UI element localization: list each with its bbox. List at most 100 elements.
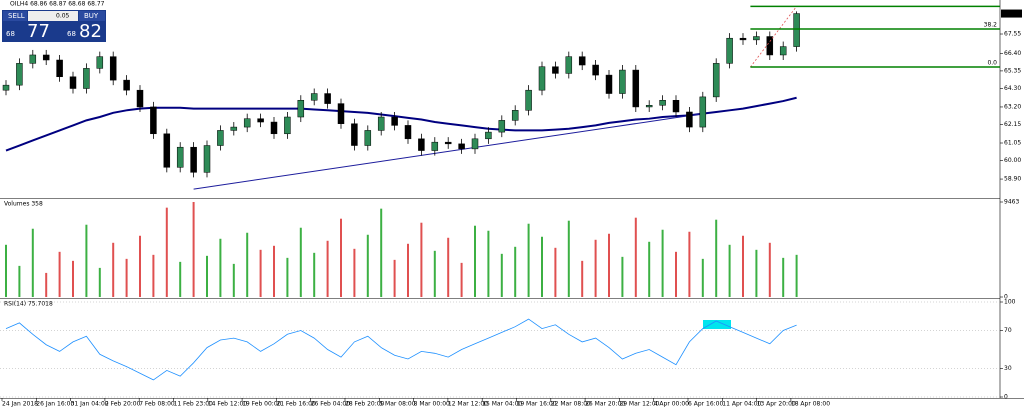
volume-bar	[782, 257, 785, 297]
volume-bar	[286, 257, 289, 297]
candle-body	[525, 89, 532, 111]
candle-body	[739, 37, 747, 41]
volume-bar	[460, 262, 463, 297]
x-tick-label: 11 Apr 04:00	[722, 401, 761, 408]
candle-body	[766, 36, 774, 56]
y-tick-label: 66.40	[1004, 50, 1021, 57]
fibo-label: 38.2	[984, 21, 998, 28]
price-marker-label: 68.77	[1003, 10, 1020, 17]
candle-body	[56, 59, 63, 78]
x-tick-label: 26 Jan 16:00	[36, 401, 74, 408]
volume-bar	[407, 243, 409, 297]
x-tick-label: 21 Feb 16:00	[276, 401, 316, 408]
volume-bar	[755, 249, 758, 297]
volume-bar	[661, 229, 664, 297]
buy-prefix: 68	[67, 30, 76, 38]
sell-button[interactable]	[3, 11, 27, 21]
y-tick-label: 30	[1004, 365, 1012, 372]
candle-body	[203, 145, 211, 173]
x-tick-label: 11 Feb 23:00	[174, 401, 214, 408]
x-tick-label: 14 Feb 12:00	[208, 401, 248, 408]
candle-body	[324, 93, 331, 104]
volume-bar	[554, 247, 557, 297]
y-tick-label: 100	[1004, 299, 1016, 306]
candle-body	[672, 99, 680, 113]
volume-bar	[139, 235, 141, 297]
volume-bar	[474, 225, 476, 297]
volume-bar	[608, 233, 610, 297]
lot-input[interactable]	[28, 11, 78, 21]
candle-body	[190, 146, 197, 173]
buy-button[interactable]	[79, 11, 105, 21]
candle-body	[364, 130, 372, 146]
y-tick-label: 61.05	[1004, 140, 1021, 147]
candle-body	[377, 116, 385, 131]
trade-panel: SELL 0.05 BUY 68 77 68 82	[2, 10, 106, 42]
sell-price: 77	[27, 21, 50, 42]
volume-bar	[366, 234, 369, 297]
candle-body	[123, 79, 130, 91]
candle-body	[726, 37, 733, 64]
candle-body	[136, 89, 144, 108]
candle-body	[270, 121, 278, 135]
candle-body	[257, 118, 264, 123]
volume-bar	[487, 230, 490, 297]
volume-bar	[259, 249, 262, 297]
volume-bar	[795, 254, 798, 297]
lot-value: 0.05	[56, 13, 70, 20]
volume-bar	[85, 224, 88, 297]
rsi-line	[5, 318, 797, 381]
candle-body	[485, 131, 492, 140]
candle-body	[217, 130, 224, 146]
volume-bar	[768, 242, 771, 297]
candle-body	[42, 54, 50, 61]
candle-body	[471, 138, 479, 150]
x-tick-label: 4 Apr 00:00	[654, 401, 689, 408]
candle-body	[351, 123, 358, 146]
volume-bar	[58, 251, 61, 297]
volume-bar	[45, 272, 48, 297]
x-tick-label: 5 Mar 08:00	[379, 401, 415, 408]
candle-body	[16, 63, 23, 86]
highlight-box	[703, 320, 731, 329]
volume-bar	[112, 242, 115, 297]
candle-body	[699, 96, 707, 128]
volume-bar	[299, 227, 302, 297]
y-tick-label: 0	[1004, 294, 1008, 301]
volume-bar	[18, 265, 21, 297]
y-tick-label: 67.55	[1004, 31, 1021, 38]
volume-bar	[219, 238, 222, 297]
candle-body	[753, 36, 760, 41]
volume-bar	[447, 237, 450, 297]
volume-bar	[621, 256, 624, 297]
volume-bar	[353, 248, 356, 297]
candle-body	[2, 84, 10, 91]
volume-bar	[393, 259, 396, 297]
moving-average	[5, 96, 797, 152]
volume-bar	[313, 252, 316, 297]
trendline	[193, 113, 703, 190]
candle-body	[793, 13, 800, 47]
volume-bar	[688, 231, 691, 297]
y-tick-label: 62.15	[1004, 121, 1021, 128]
volume-bar	[246, 232, 249, 297]
y-tick-label: 65.35	[1004, 67, 1021, 74]
candle-body	[578, 56, 586, 66]
x-tick-label: 19 Feb 00:00	[242, 401, 282, 408]
candle-body	[632, 69, 640, 108]
candle-body	[779, 46, 787, 56]
x-tick-label: 8 Mar 00:00	[414, 401, 450, 408]
candle-body	[645, 105, 653, 108]
x-tick-label: 29 Mar 12:00	[619, 401, 659, 408]
volume-bar	[5, 244, 7, 297]
x-tick-label: 19 Mar 16:00	[517, 401, 557, 408]
volume-bar	[500, 253, 503, 297]
y-tick-label: 58.90	[1004, 176, 1021, 183]
x-tick-label: 12 Mar 12:00	[448, 401, 488, 408]
volume-bar	[433, 250, 436, 297]
fibo-trend	[750, 6, 797, 68]
volume-bar	[514, 246, 517, 297]
candle-body	[592, 64, 599, 76]
